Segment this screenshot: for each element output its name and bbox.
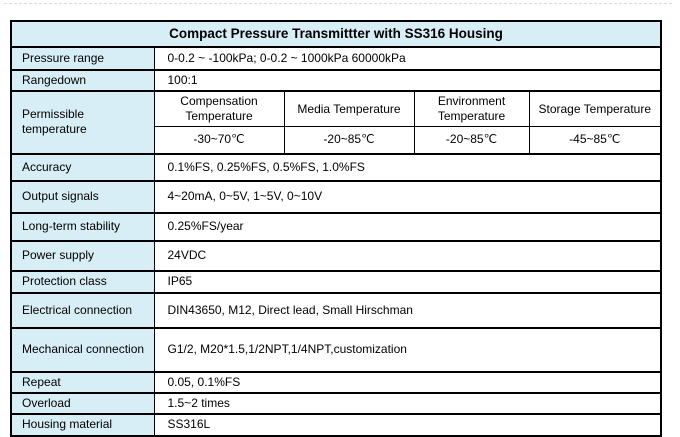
row-value-repeat: 0.05, 0.1%FS — [153, 370, 662, 394]
row-value-output-signals: 4~20mA, 0~5V, 1~5V, 0~10V — [153, 179, 662, 214]
row-label-output-signals: Output signals — [10, 179, 155, 214]
row-value-protection-class: IP65 — [153, 269, 662, 294]
row-label-permissible-temperature: Permissible temperature — [10, 90, 155, 155]
row-value-power-supply: 24VDC — [153, 239, 662, 272]
row-label-mechanical-connection: Mechanical connection — [10, 326, 155, 373]
table-row: Power supply 24VDC — [10, 239, 662, 272]
row-label-accuracy: Accuracy — [10, 152, 155, 182]
row-value-pressure-range: 0-0.2 ~ -100kPa; 0-0.2 ~ 1000kPa 60000kP… — [153, 46, 662, 71]
table-row: Compact Pressure Transmittter with SS316… — [10, 20, 662, 48]
row-label-power-supply: Power supply — [10, 239, 155, 272]
table-row: Long-term stability 0.25%FS/year — [10, 211, 662, 242]
row-label-overload: Overload — [10, 391, 155, 415]
table-row: Protection class IP65 — [10, 269, 662, 294]
temp-value-media: -20~85℃ — [283, 126, 415, 155]
row-label-rangedown: Rangedown — [10, 69, 155, 92]
row-value-long-term-stability: 0.25%FS/year — [153, 211, 662, 242]
table-row: Repeat 0.05, 0.1%FS — [10, 370, 662, 394]
row-value-rangedown: 100:1 — [153, 69, 662, 92]
row-value-overload: 1.5~2 times — [153, 391, 662, 415]
row-label-pressure-range: Pressure range — [10, 46, 155, 71]
table-row: Output signals 4~20mA, 0~5V, 1~5V, 0~10V — [10, 179, 662, 214]
table-row: Housing material SS316L — [10, 412, 662, 437]
temp-header-storage: Storage Temperature — [528, 90, 662, 127]
table-row: Permissible temperature Compensation Tem… — [10, 90, 662, 155]
table-row: Rangedown 100:1 — [10, 69, 662, 92]
temp-header-environment: Environment Temperature — [413, 90, 530, 127]
row-value-housing-material: SS316L — [153, 412, 662, 437]
table-row: Pressure range 0-0.2 ~ -100kPa; 0-0.2 ~ … — [10, 46, 662, 71]
row-label-housing-material: Housing material — [10, 412, 155, 437]
temp-value-compensation: -30~70℃ — [153, 126, 285, 155]
temp-value-storage: -45~85℃ — [528, 126, 662, 155]
table-row: Electrical connection DIN43650, M12, Dir… — [10, 291, 662, 329]
table-title: Compact Pressure Transmittter with SS316… — [10, 20, 662, 48]
row-label-protection-class: Protection class — [10, 269, 155, 294]
scan-artifact-dashed-line — [4, 3, 672, 4]
temp-header-media: Media Temperature — [283, 90, 415, 127]
row-label-long-term-stability: Long-term stability — [10, 211, 155, 242]
temp-header-compensation: Compensation Temperature — [153, 90, 285, 127]
table-row: Mechanical connection G1/2, M20*1.5,1/2N… — [10, 326, 662, 373]
row-value-electrical-connection: DIN43650, M12, Direct lead, Small Hirsch… — [153, 291, 662, 329]
table-row: Overload 1.5~2 times — [10, 391, 662, 415]
spec-table: Compact Pressure Transmittter with SS316… — [10, 20, 663, 437]
row-label-repeat: Repeat — [10, 370, 155, 394]
row-label-electrical-connection: Electrical connection — [10, 291, 155, 329]
table-row: -30~70℃ -20~85℃ -20~85℃ -45~85℃ — [11, 126, 662, 155]
table-row: Accuracy 0.1%FS, 0.25%FS, 0.5%FS, 1.0%FS — [10, 152, 662, 182]
row-value-accuracy: 0.1%FS, 0.25%FS, 0.5%FS, 1.0%FS — [153, 152, 662, 182]
temp-value-environment: -20~85℃ — [413, 126, 530, 155]
row-value-mechanical-connection: G1/2, M20*1.5,1/2NPT,1/4NPT,customizatio… — [153, 326, 662, 373]
